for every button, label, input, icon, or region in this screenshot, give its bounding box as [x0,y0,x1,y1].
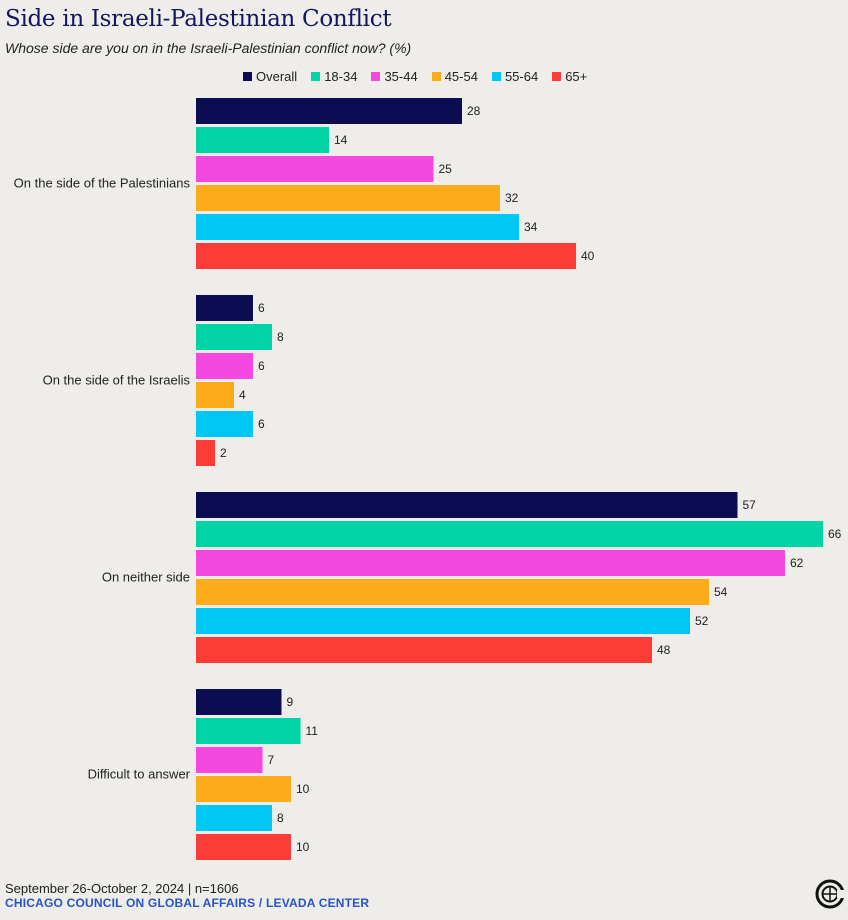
bar-chart: On the side of the Palestinians281425323… [14,98,842,860]
legend-swatch [243,72,252,81]
data-label: 6 [258,417,265,431]
bar [196,243,576,269]
bar [196,127,329,153]
data-label: 9 [287,695,294,709]
bar [196,718,301,744]
bar [196,776,291,802]
data-label: 48 [657,643,671,657]
legend-label: 55-64 [504,69,539,84]
data-label: 2 [220,446,227,460]
bar [196,521,823,547]
data-label: 52 [695,614,709,628]
data-label: 34 [524,220,538,234]
bar [196,440,215,466]
data-label: 32 [505,191,519,205]
data-label: 28 [467,104,481,118]
bar [196,637,652,663]
bar [196,382,234,408]
data-label: 14 [334,133,348,147]
legend-swatch [311,72,321,81]
data-label: 62 [790,556,804,570]
legend-item: 45-54 [431,69,478,84]
data-label: 25 [439,162,453,176]
data-label: 6 [258,359,265,373]
legend-item: 18-34 [311,69,357,84]
bar [196,324,272,350]
legend-swatch [552,72,562,81]
bar [196,411,253,437]
bar [196,805,272,831]
bar [196,579,709,605]
chart-subtitle: Whose side are you on in the Israeli-Pal… [5,40,412,56]
legend-item: 65+ [552,69,587,84]
footer-source[interactable]: CHICAGO COUNCIL ON GLOBAL AFFAIRS / LEVA… [5,896,370,910]
data-label: 8 [277,811,284,825]
legend-label: 35-44 [384,69,418,84]
bar [196,834,291,860]
bar [196,608,690,634]
bar [196,156,434,182]
category-label: Difficult to answer [88,767,191,782]
legend-item: 35-44 [371,69,418,84]
category-label: On the side of the Israelis [43,373,191,388]
chicago-council-logo-icon [815,879,845,909]
data-label: 40 [581,249,595,263]
bar [196,492,738,518]
data-label: 10 [296,840,310,854]
bar [196,747,263,773]
legend: Overall 18-34 35-44 45-54 55-64 65+ [243,69,601,84]
data-label: 10 [296,782,310,796]
data-label: 7 [268,753,275,767]
legend-item: Overall [243,69,297,84]
bar [196,353,253,379]
legend-label: 45-54 [444,69,478,84]
category-label: On the side of the Palestinians [14,176,191,191]
data-label: 6 [258,301,265,315]
category-label: On neither side [102,570,190,585]
legend-label: 18-34 [324,69,358,84]
legend-swatch [431,72,441,81]
bar [196,550,785,576]
legend-label: 65+ [565,69,588,84]
footer-date: September 26-October 2, 2024 | n=1606 [5,881,239,896]
data-label: 11 [306,724,319,738]
legend-label: Overall [256,69,298,84]
bar [196,98,462,124]
chart-title: Side in Israeli-Palestinian Conflict [5,6,392,32]
data-label: 66 [828,527,842,541]
legend-item: 55-64 [491,69,539,84]
bar [196,295,253,321]
bar [196,214,519,240]
data-label: 8 [277,330,284,344]
bar [196,689,282,715]
data-label: 4 [239,388,246,402]
data-label: 57 [743,498,757,512]
legend-swatch [491,72,501,81]
data-label: 54 [714,585,728,599]
bar [196,185,500,211]
legend-swatch [371,72,381,81]
